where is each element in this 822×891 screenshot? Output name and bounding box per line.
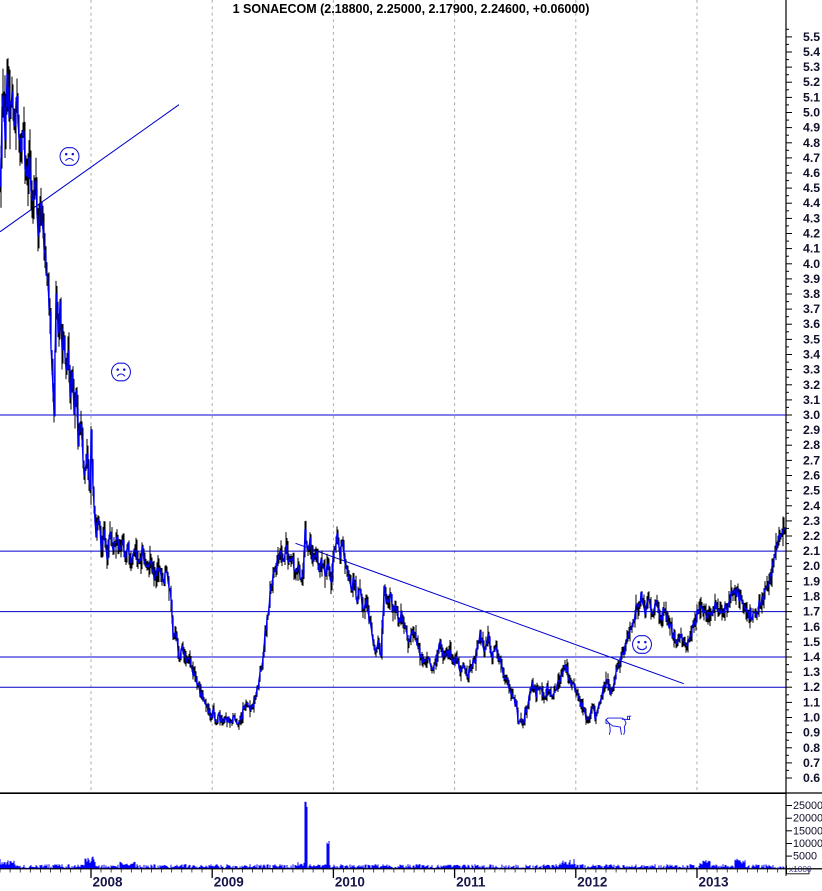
svg-text:3.8: 3.8 bbox=[803, 287, 820, 301]
svg-text:25000: 25000 bbox=[793, 800, 822, 812]
svg-text:3.1: 3.1 bbox=[803, 393, 820, 407]
svg-text:2.2: 2.2 bbox=[803, 529, 820, 543]
svg-text:2.3: 2.3 bbox=[803, 514, 820, 528]
svg-text:2.7: 2.7 bbox=[803, 453, 820, 467]
svg-text:3.3: 3.3 bbox=[803, 363, 820, 377]
svg-text:2010: 2010 bbox=[335, 875, 365, 890]
svg-text:4.3: 4.3 bbox=[803, 211, 820, 225]
svg-text:4.7: 4.7 bbox=[803, 151, 820, 165]
svg-text:1.3: 1.3 bbox=[803, 665, 820, 679]
svg-text:4.9: 4.9 bbox=[803, 121, 820, 135]
svg-text:5.5: 5.5 bbox=[803, 30, 820, 44]
svg-text:2.6: 2.6 bbox=[803, 469, 820, 483]
svg-text:2.8: 2.8 bbox=[803, 438, 820, 452]
svg-text:2.9: 2.9 bbox=[803, 423, 820, 437]
svg-text:3.9: 3.9 bbox=[803, 272, 820, 286]
svg-text:4.0: 4.0 bbox=[803, 257, 820, 271]
svg-text:1.5: 1.5 bbox=[803, 635, 820, 649]
svg-text:4.6: 4.6 bbox=[803, 166, 820, 180]
svg-text:4.4: 4.4 bbox=[803, 196, 820, 210]
svg-text:4.2: 4.2 bbox=[803, 227, 820, 241]
svg-text:5000: 5000 bbox=[793, 851, 817, 863]
svg-text:0.6: 0.6 bbox=[803, 771, 820, 785]
svg-text:5.4: 5.4 bbox=[803, 45, 820, 59]
svg-text:2.0: 2.0 bbox=[803, 559, 820, 573]
svg-text:1.1: 1.1 bbox=[803, 695, 820, 709]
svg-text:1.4: 1.4 bbox=[803, 650, 820, 664]
svg-text:15000: 15000 bbox=[793, 825, 822, 837]
svg-text:1.2: 1.2 bbox=[803, 680, 820, 694]
svg-text:4.1: 4.1 bbox=[803, 242, 820, 256]
svg-text:4.5: 4.5 bbox=[803, 181, 820, 195]
svg-text:2.5: 2.5 bbox=[803, 484, 820, 498]
svg-text:5.2: 5.2 bbox=[803, 75, 820, 89]
svg-text:5.0: 5.0 bbox=[803, 106, 820, 120]
svg-text:4.8: 4.8 bbox=[803, 136, 820, 150]
svg-text:3.4: 3.4 bbox=[803, 348, 820, 362]
svg-text:10000: 10000 bbox=[793, 838, 822, 850]
svg-text:2011: 2011 bbox=[456, 875, 486, 890]
svg-text:5.1: 5.1 bbox=[803, 90, 820, 104]
svg-text:2008: 2008 bbox=[93, 875, 124, 890]
svg-text:3.6: 3.6 bbox=[803, 317, 820, 331]
svg-text:2013: 2013 bbox=[699, 875, 730, 890]
svg-text:0.8: 0.8 bbox=[803, 741, 820, 755]
svg-text:2.4: 2.4 bbox=[803, 499, 820, 513]
svg-text:1.0: 1.0 bbox=[803, 711, 820, 725]
svg-text:2009: 2009 bbox=[214, 875, 244, 890]
svg-text:1.7: 1.7 bbox=[803, 605, 820, 619]
svg-text:0.9: 0.9 bbox=[803, 726, 820, 740]
svg-text:0.7: 0.7 bbox=[803, 756, 820, 770]
svg-text:3.0: 3.0 bbox=[803, 408, 820, 422]
svg-text:3.5: 3.5 bbox=[803, 332, 820, 346]
svg-text:1.6: 1.6 bbox=[803, 620, 820, 634]
svg-text:2.1: 2.1 bbox=[803, 544, 820, 558]
svg-text:3.2: 3.2 bbox=[803, 378, 820, 392]
svg-text:3.7: 3.7 bbox=[803, 302, 820, 316]
svg-text:1.9: 1.9 bbox=[803, 574, 820, 588]
svg-text:5.3: 5.3 bbox=[803, 60, 820, 74]
svg-text:2012: 2012 bbox=[577, 875, 607, 890]
svg-text:20000: 20000 bbox=[793, 813, 822, 825]
svg-text:1.8: 1.8 bbox=[803, 590, 820, 604]
